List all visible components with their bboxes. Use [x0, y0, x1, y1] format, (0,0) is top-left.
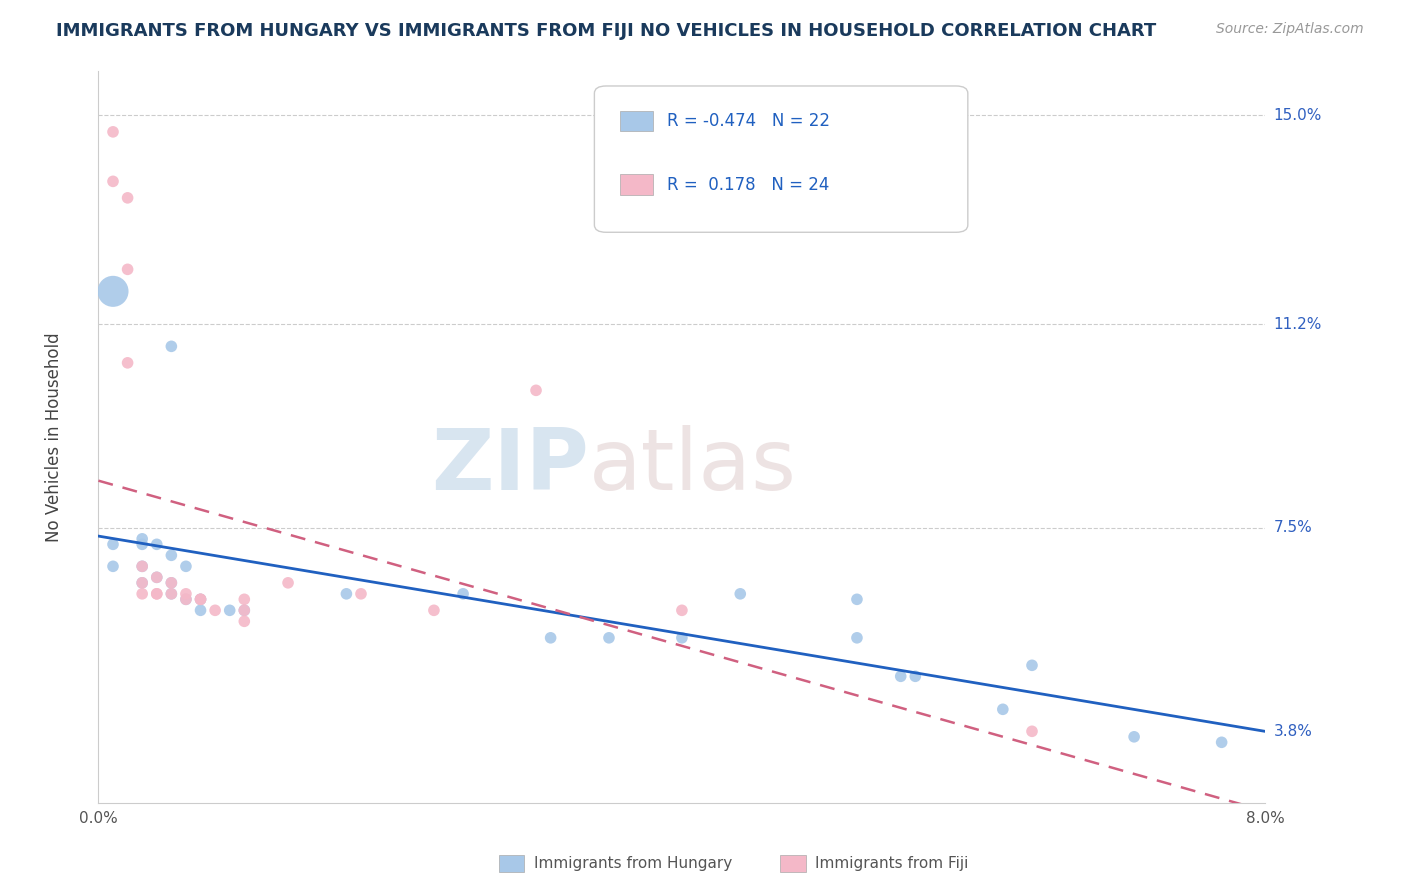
- Point: [190, 592, 212, 607]
- Point: [190, 603, 212, 617]
- FancyBboxPatch shape: [595, 86, 967, 232]
- Point: [335, 587, 357, 601]
- Point: [904, 669, 927, 683]
- Point: [101, 174, 124, 188]
- Text: 15.0%: 15.0%: [1274, 108, 1322, 123]
- Point: [190, 592, 212, 607]
- Point: [117, 356, 139, 370]
- Point: [117, 191, 139, 205]
- Point: [131, 587, 153, 601]
- Point: [146, 570, 169, 584]
- Point: [890, 669, 912, 683]
- Point: [131, 537, 153, 551]
- Point: [1211, 735, 1233, 749]
- Point: [101, 559, 124, 574]
- Text: No Vehicles in Household: No Vehicles in Household: [45, 332, 63, 542]
- Point: [991, 702, 1014, 716]
- Point: [190, 592, 212, 607]
- Text: Source: ZipAtlas.com: Source: ZipAtlas.com: [1216, 22, 1364, 37]
- Point: [233, 592, 256, 607]
- Text: atlas: atlas: [589, 425, 797, 508]
- Text: R =  0.178   N = 24: R = 0.178 N = 24: [666, 176, 830, 194]
- Point: [101, 125, 124, 139]
- Point: [131, 575, 153, 590]
- Point: [671, 631, 693, 645]
- Point: [174, 592, 197, 607]
- Point: [845, 631, 868, 645]
- Point: [160, 575, 183, 590]
- Point: [131, 559, 153, 574]
- Point: [845, 592, 868, 607]
- Point: [131, 559, 153, 574]
- Point: [233, 615, 256, 629]
- Point: [101, 285, 124, 299]
- Point: [160, 549, 183, 563]
- Point: [233, 603, 256, 617]
- Point: [117, 262, 139, 277]
- Text: IMMIGRANTS FROM HUNGARY VS IMMIGRANTS FROM FIJI NO VEHICLES IN HOUSEHOLD CORRELA: IMMIGRANTS FROM HUNGARY VS IMMIGRANTS FR…: [56, 22, 1157, 40]
- Point: [1021, 724, 1043, 739]
- Point: [101, 537, 124, 551]
- Point: [146, 537, 169, 551]
- Point: [423, 603, 446, 617]
- Text: 7.5%: 7.5%: [1274, 520, 1312, 535]
- Bar: [620, 175, 652, 195]
- Point: [146, 570, 169, 584]
- Text: R = -0.474   N = 22: R = -0.474 N = 22: [666, 112, 830, 130]
- Point: [671, 603, 693, 617]
- Point: [174, 592, 197, 607]
- Point: [277, 575, 299, 590]
- Point: [174, 587, 197, 601]
- Point: [131, 532, 153, 546]
- Point: [451, 587, 474, 601]
- Point: [218, 603, 240, 617]
- Point: [204, 603, 226, 617]
- Point: [174, 559, 197, 574]
- Point: [233, 603, 256, 617]
- Point: [540, 631, 562, 645]
- Point: [160, 339, 183, 353]
- Point: [160, 587, 183, 601]
- Point: [598, 631, 620, 645]
- Point: [1021, 658, 1043, 673]
- Point: [524, 384, 547, 398]
- Point: [131, 575, 153, 590]
- Text: Immigrants from Fiji: Immigrants from Fiji: [815, 856, 969, 871]
- Bar: [620, 111, 652, 131]
- Point: [160, 575, 183, 590]
- Point: [730, 587, 752, 601]
- Point: [146, 587, 169, 601]
- Text: 3.8%: 3.8%: [1274, 723, 1313, 739]
- Point: [146, 587, 169, 601]
- Text: Immigrants from Hungary: Immigrants from Hungary: [534, 856, 733, 871]
- Text: ZIP: ZIP: [430, 425, 589, 508]
- Point: [350, 587, 373, 601]
- Point: [160, 587, 183, 601]
- Point: [1123, 730, 1146, 744]
- Text: 11.2%: 11.2%: [1274, 317, 1322, 332]
